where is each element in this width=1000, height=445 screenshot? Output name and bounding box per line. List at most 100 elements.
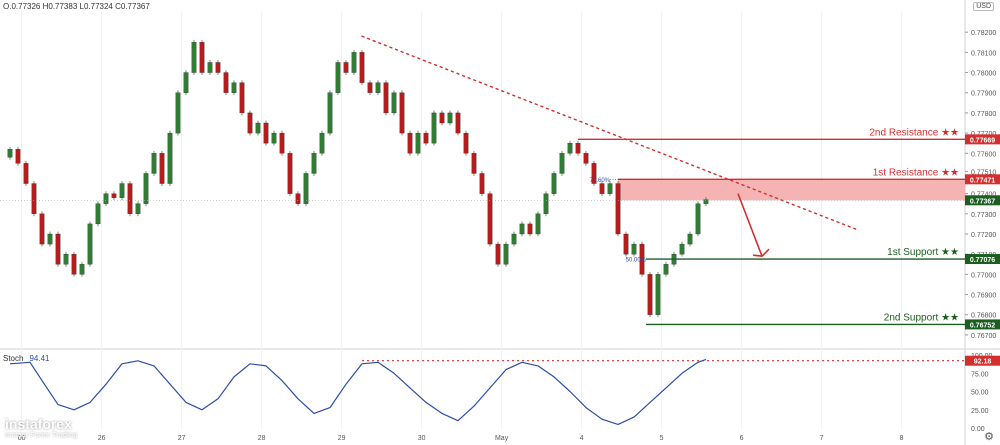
- candle-body: [327, 92, 333, 134]
- candle-body: [175, 92, 181, 134]
- descending-trendline: [361, 35, 859, 231]
- time-axis: 00 26 27 28 29 30 May 4 5 6 7 8: [18, 435, 904, 442]
- candle-body: [79, 264, 85, 275]
- level-price-tag: [965, 254, 1000, 265]
- level-label: 1st Support ★★: [887, 247, 959, 258]
- time-tick-label: 29: [338, 435, 346, 442]
- candle-body: [607, 183, 613, 194]
- candle-body: [191, 42, 197, 73]
- candle-body: [71, 254, 77, 275]
- candle-body: [503, 243, 509, 265]
- candle-body: [263, 122, 269, 144]
- candle-body: [359, 52, 365, 83]
- candle-body: [183, 72, 189, 93]
- time-tick-label: 27: [178, 435, 186, 442]
- gear-icon[interactable]: ⚙: [984, 431, 994, 443]
- level-price-tag: [965, 174, 1000, 185]
- candle-body: [687, 233, 693, 245]
- candle-body: [631, 243, 637, 255]
- price-tick-label: 0.77200: [971, 232, 996, 239]
- price-tick-label: 0.78200: [971, 30, 996, 37]
- candle-body: [247, 112, 253, 134]
- candle-body: [119, 183, 125, 198]
- candle-body: [399, 92, 405, 134]
- candle-body: [543, 193, 549, 214]
- candle-body: [23, 163, 29, 184]
- stoch-tick-label: 0.00: [971, 426, 985, 433]
- price-tick-label: 0.78100: [971, 50, 996, 57]
- candle-body: [487, 193, 493, 245]
- candle-body: [111, 193, 117, 198]
- candle-body: [95, 203, 101, 225]
- candle-body: [575, 143, 581, 154]
- candle-body: [383, 82, 389, 114]
- candle-body: [87, 223, 93, 265]
- price-tick-label: 0.77800: [971, 111, 996, 118]
- candle-body: [55, 233, 61, 265]
- support-resistance-levels: 2nd Resistance ★★ 1st Resistance ★★ 1st Su…: [0, 127, 965, 326]
- candle-body: [591, 163, 597, 184]
- fib-label: 78.60%: [590, 178, 611, 184]
- arrow-head: [752, 248, 770, 258]
- candle-body: [479, 173, 485, 194]
- candle-body: [439, 112, 445, 124]
- candle-body: [151, 153, 157, 174]
- candle-body: [15, 149, 21, 164]
- instaforex-logo-icon: instaforex Instant Forex Trading: [5, 416, 77, 439]
- price-tick-label: 0.78000: [971, 71, 996, 78]
- level-price-label: 0.77471: [970, 177, 995, 184]
- stoch-tick-label: 50.00: [971, 390, 989, 397]
- trendline-layer: [361, 35, 859, 231]
- candle-body: [223, 72, 229, 93]
- candle-body: [271, 132, 277, 144]
- candle-body: [551, 173, 557, 194]
- current-price-label: 0.77367: [970, 198, 995, 205]
- price-tick-label: 0.76700: [971, 333, 996, 340]
- time-tick-label: 30: [418, 435, 426, 442]
- candle-body: [407, 132, 413, 154]
- candle-body: [559, 153, 565, 174]
- candle-body: [535, 213, 541, 235]
- candle-body: [599, 183, 605, 194]
- candle-body: [623, 233, 629, 255]
- time-tick-label: 6: [740, 435, 744, 442]
- candle-body: [287, 153, 293, 194]
- candle-body: [255, 122, 261, 134]
- candle-body: [279, 132, 285, 154]
- time-tick-label: 7: [820, 435, 824, 442]
- candle-body: [135, 203, 141, 214]
- fib-label: 50.00%: [626, 258, 647, 264]
- candle-body: [663, 264, 669, 275]
- candle-body: [63, 254, 69, 265]
- candle-body: [7, 149, 13, 158]
- logo-name: instaforex: [5, 416, 72, 432]
- price-tick-label: 0.77600: [971, 151, 996, 158]
- candle-body: [495, 243, 501, 265]
- level-label: 1st Resistance ★★: [873, 167, 959, 178]
- price-tick-label: 0.77300: [971, 212, 996, 219]
- candle-body: [103, 193, 109, 204]
- level-price-tag: [965, 319, 1000, 330]
- candle-body: [415, 132, 421, 154]
- price-axis: 0.782000.781000.780000.779000.778000.777…: [965, 30, 1000, 340]
- candle-body: [167, 132, 173, 184]
- currency-label[interactable]: USD: [973, 2, 994, 11]
- price-tick-label: 0.77510: [971, 169, 996, 176]
- stoch-level-label: 92.18: [974, 359, 992, 366]
- candle-body: [655, 274, 661, 315]
- candle-body: [455, 112, 461, 134]
- candle-body: [463, 132, 469, 154]
- stoch-title: Stoch 94.41: [3, 354, 50, 363]
- level-price-label: 0.77669: [970, 137, 995, 144]
- candle-body: [31, 183, 37, 214]
- candle-body: [471, 153, 477, 174]
- candle-body: [303, 173, 309, 204]
- candle-body: [215, 62, 221, 73]
- level-price-label: 0.77076: [970, 257, 995, 264]
- candle-body: [343, 62, 349, 73]
- level-label: 2nd Support ★★: [884, 312, 959, 323]
- candle-body: [231, 82, 237, 93]
- candle-body: [199, 42, 205, 73]
